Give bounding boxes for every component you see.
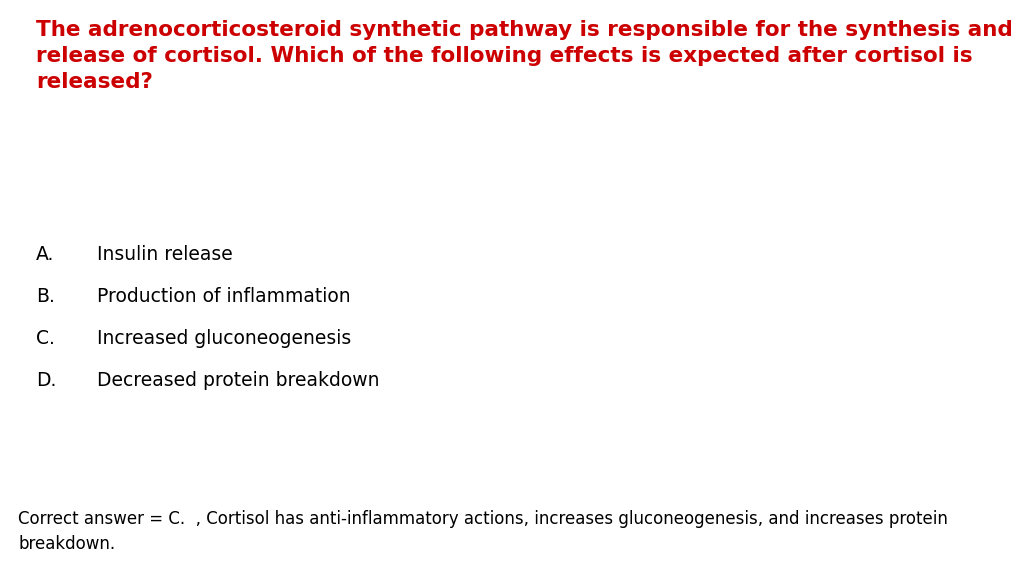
Text: A.: A. xyxy=(36,245,54,264)
Text: Decreased protein breakdown: Decreased protein breakdown xyxy=(97,371,380,390)
Text: breakdown.: breakdown. xyxy=(18,535,116,552)
Text: C.: C. xyxy=(36,329,54,348)
Text: Correct answer = C.  , Cortisol has anti-inflammatory actions, increases glucone: Correct answer = C. , Cortisol has anti-… xyxy=(18,510,948,528)
Text: D.: D. xyxy=(36,371,56,390)
Text: Increased gluconeogenesis: Increased gluconeogenesis xyxy=(97,329,351,348)
Text: The adrenocorticosteroid synthetic pathway is responsible for the synthesis and
: The adrenocorticosteroid synthetic pathw… xyxy=(36,20,1013,92)
Text: Production of inflammation: Production of inflammation xyxy=(97,287,351,306)
Text: Insulin release: Insulin release xyxy=(97,245,233,264)
Text: B.: B. xyxy=(36,287,54,306)
